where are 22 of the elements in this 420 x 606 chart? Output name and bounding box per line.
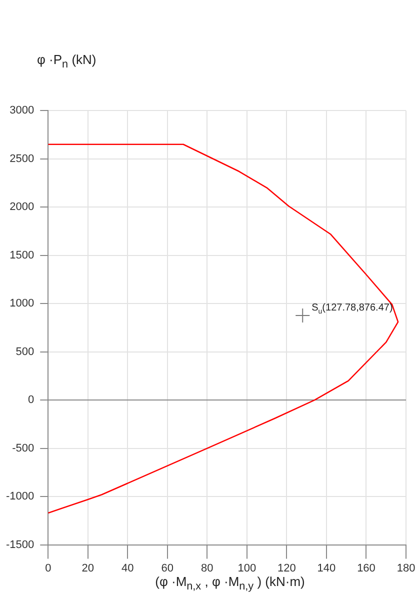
x-tick-label: 60 [161,562,174,574]
x-tick-label: 80 [201,562,214,574]
y-tick-label: -500 [12,442,34,454]
x-tick-label: 140 [317,562,336,574]
x-tick-label: 120 [278,562,296,574]
y-tick-label: 1500 [10,249,34,262]
x-tick-label: 160 [357,562,376,574]
x-tick-label: 20 [82,562,94,574]
y-tick-label: 500 [16,346,34,358]
y-tick-label: 1000 [10,298,34,310]
x-tick-label: 180 [396,562,416,574]
y-tick-label: -1000 [6,490,34,503]
x-axis-title: (φ ·M$_{n,x}$ , φ ·M$_{n,y}$ ) (kN·m) [154,574,306,593]
x-tick-label: 40 [122,562,134,574]
y-tick-label: 0 [28,394,34,406]
x-tick-label: 100 [238,562,256,574]
y-tick-label: 3000 [10,104,34,117]
y-tick-label: 2500 [10,152,34,165]
y-axis-title: φ ·P$_{n}$ (kN) [37,52,96,71]
y-tick-label: -1500 [6,538,34,551]
x-tick-label: 0 [45,562,52,574]
y-tick-label: 2000 [10,201,34,214]
